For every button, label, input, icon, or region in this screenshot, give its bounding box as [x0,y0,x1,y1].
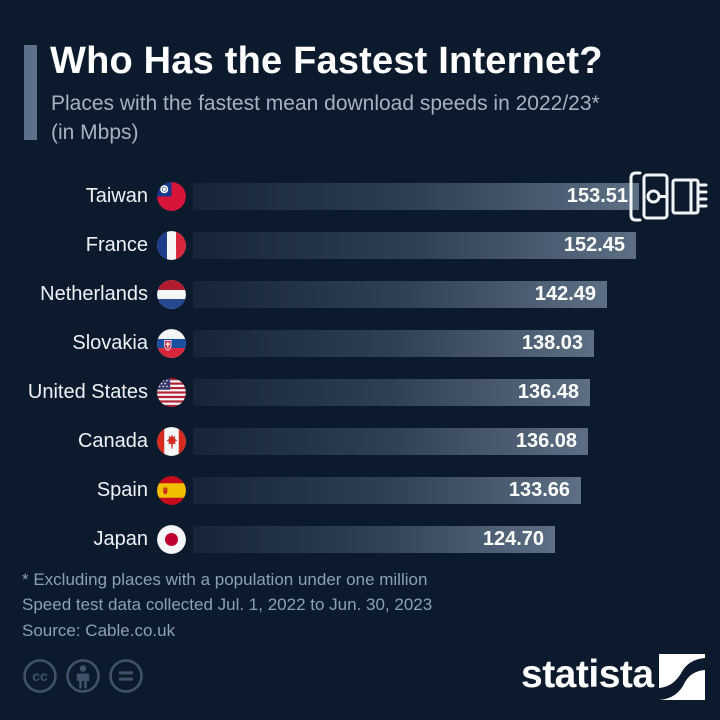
chart-row: France 152.45 [0,231,720,260]
bar: 152.45 [193,232,636,259]
flag-canada-icon [157,427,186,456]
attribution-icon [66,659,100,693]
chart-title: Who Has the Fastest Internet? [50,40,603,82]
bar-chart: Taiwan 153.51 France 152.45 Netherlands … [0,182,720,575]
flag-taiwan-icon [157,182,186,211]
bar: 124.70 [193,526,555,553]
flag-netherlands-icon [157,280,186,309]
value-label: 152.45 [563,234,625,256]
bar-area: 124.70 [193,526,720,553]
flag-united-states-icon [157,378,186,407]
flag-slovakia-icon [157,329,186,358]
flag-japan-icon [157,525,186,554]
bar-area: 136.48 [193,379,720,406]
chart-row: Japan 124.70 [0,525,720,554]
svg-text:cc: cc [32,668,48,684]
bar: 136.08 [193,428,588,455]
chart-row: Canada 136.08 [0,427,720,456]
country-label: Canada [77,430,148,452]
country-label: France [85,234,148,256]
bar-area: 136.08 [193,428,720,455]
bar: 136.48 [193,379,590,406]
flag-spain-icon [157,476,186,505]
value-label: 136.48 [517,381,579,403]
nd-icon [109,659,143,693]
statista-wordmark: statista [521,653,654,696]
bar-area: 153.51 [193,183,720,210]
country-label: Netherlands [40,283,148,305]
country-label: Taiwan [85,185,148,207]
bar-area: 152.45 [193,232,720,259]
chart-row: Slovakia 138.03 [0,329,720,358]
country-label: Slovakia [72,332,148,354]
value-label: 142.49 [534,283,596,305]
country-label: United States [27,381,148,403]
chart-unit-note: (in Mbps) [51,121,139,144]
value-label: 136.08 [515,430,577,452]
ethernet-plug-icon [629,171,708,222]
bar-area: 133.66 [193,477,720,504]
value-label: 124.70 [482,528,544,550]
value-label: 133.66 [508,479,570,501]
country-label: Japan [93,528,149,550]
chart-row: Taiwan 153.51 [0,182,720,211]
bar: 133.66 [193,477,581,504]
footnote-asterisk: * Excluding places with a population und… [22,570,428,589]
source-label: Source: Cable.co.uk [22,621,176,640]
chart-subtitle: Places with the fastest mean download sp… [51,89,600,147]
chart-subtitle-line1: Places with the fastest mean download sp… [51,92,600,115]
chart-row: United States 136.48 [0,378,720,407]
bar-area: 142.49 [193,281,720,308]
bar: 138.03 [193,330,594,357]
country-label: Spain [96,479,148,501]
bar-area: 138.03 [193,330,720,357]
cc-license-icons: cc [23,659,143,693]
accent-bar-decoration [24,45,37,140]
bar: 153.51 [193,183,639,210]
statista-logo-icon [659,654,705,700]
chart-row: Netherlands 142.49 [0,280,720,309]
footnote-period: Speed test data collected Jul. 1, 2022 t… [22,595,433,614]
value-label: 153.51 [566,185,628,207]
chart-row: Spain 133.66 [0,476,720,505]
cc-icon [23,659,57,693]
flag-france-icon [157,231,186,260]
bar: 142.49 [193,281,607,308]
value-label: 138.03 [521,332,583,354]
